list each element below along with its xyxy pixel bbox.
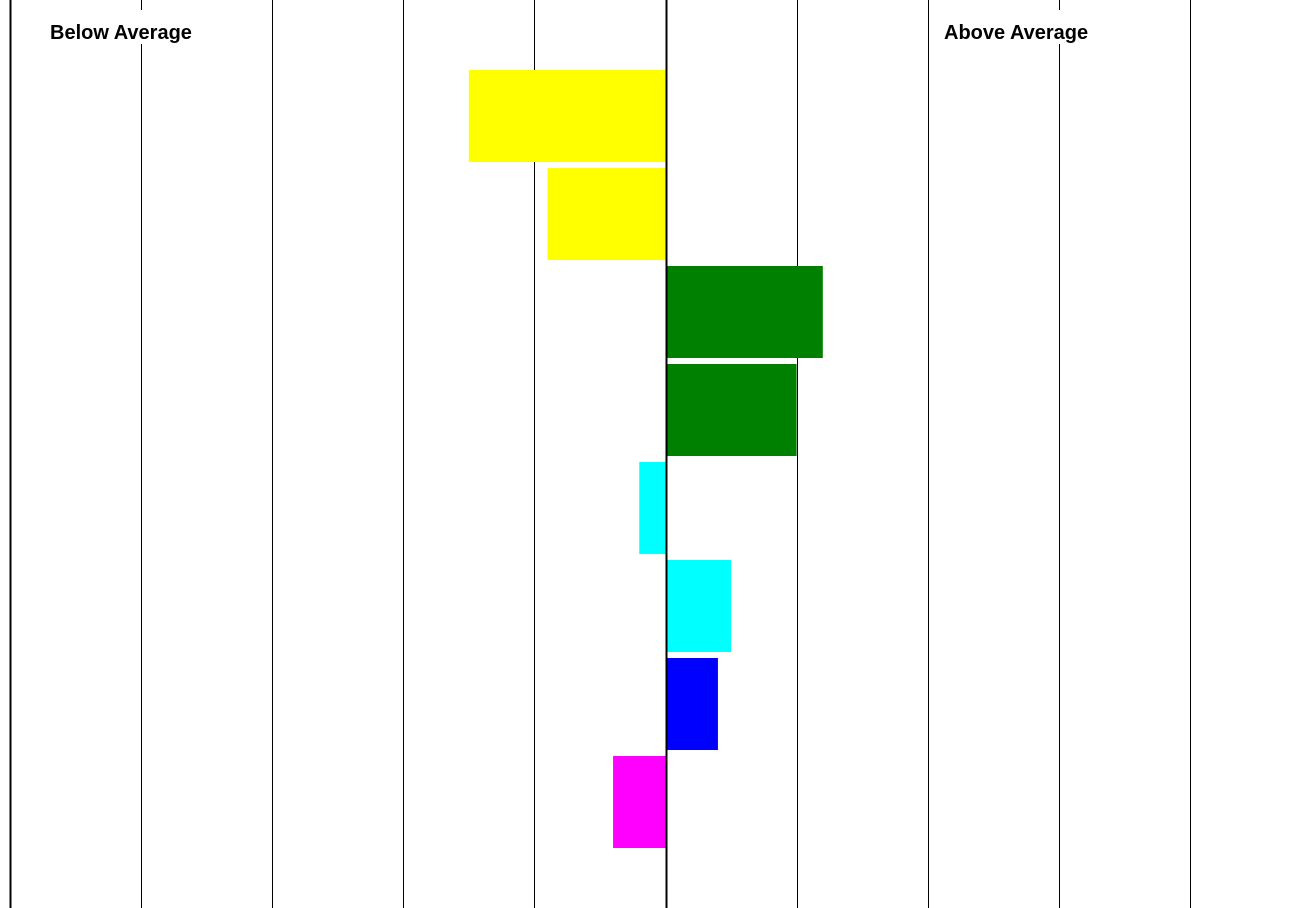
- above-average-label: Above Average: [944, 22, 1088, 44]
- bar-6: [665, 560, 732, 652]
- bar-4: [665, 364, 797, 456]
- bars: [468, 70, 823, 848]
- bar-2: [547, 168, 666, 260]
- below-average-label: Below Average: [50, 22, 192, 44]
- bar-3: [665, 266, 823, 358]
- right-label-background: [934, 10, 1144, 44]
- left-label-background: [40, 10, 272, 44]
- bar-5: [639, 462, 666, 554]
- bar-7: [665, 658, 718, 750]
- bar-1: [468, 70, 666, 162]
- bar-8: [613, 756, 666, 848]
